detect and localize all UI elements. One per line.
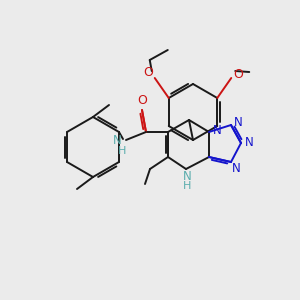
Text: H: H bbox=[183, 181, 191, 191]
Text: N: N bbox=[112, 134, 122, 148]
Text: N: N bbox=[232, 163, 240, 176]
Text: O: O bbox=[143, 67, 153, 80]
Text: O: O bbox=[137, 94, 147, 107]
Text: N: N bbox=[244, 136, 253, 149]
Text: H: H bbox=[118, 146, 126, 156]
Text: N: N bbox=[234, 116, 242, 130]
Text: N: N bbox=[183, 170, 191, 184]
Text: O: O bbox=[233, 68, 243, 80]
Text: N: N bbox=[213, 124, 221, 137]
